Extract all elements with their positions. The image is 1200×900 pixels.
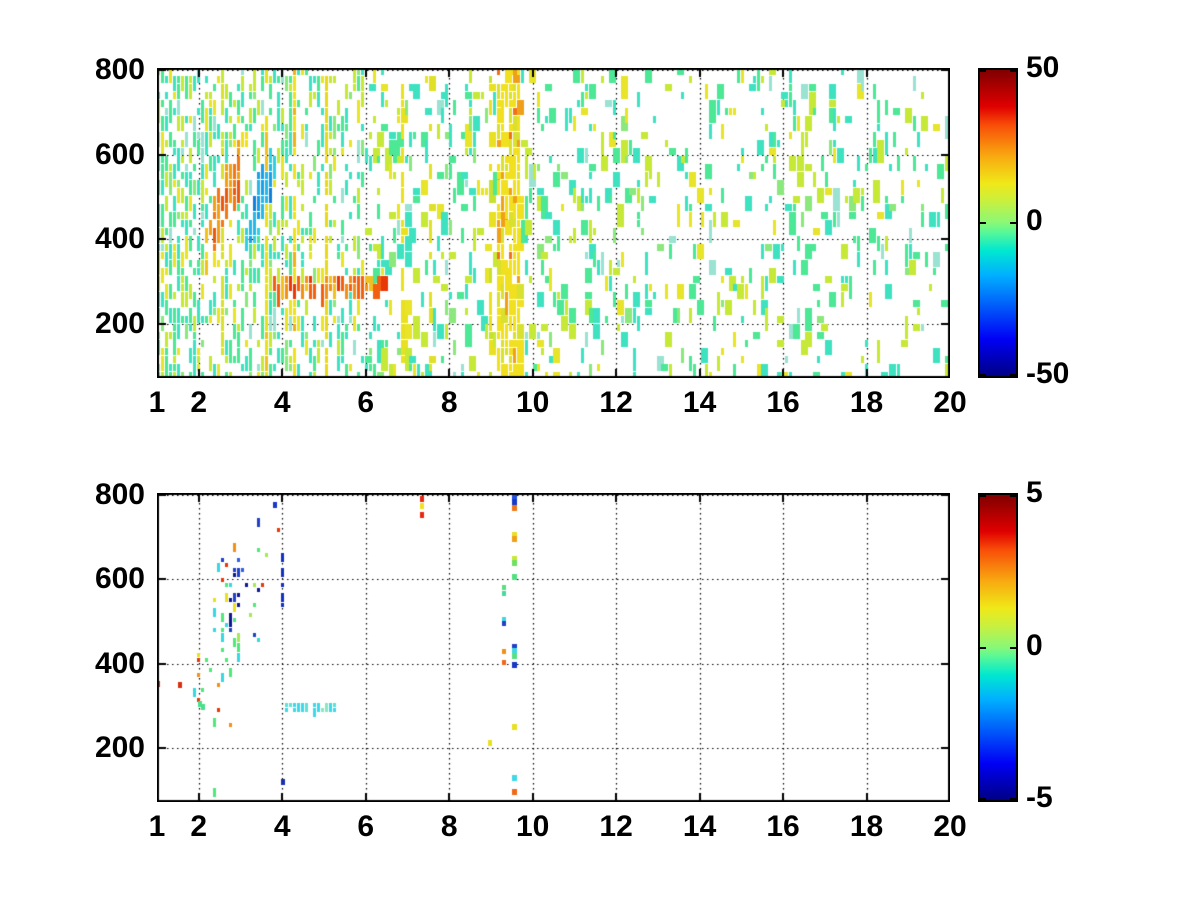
x-tick-label: 12 [599,386,633,419]
x-tick-label: 10 [515,810,550,843]
y-tick-label: 400 [94,222,145,256]
x-tick-label: 20 [933,810,967,843]
colorbar-tick-label: -5 [1026,781,1053,814]
x-tick-label: 2 [190,386,208,419]
colorbar-tick [980,70,986,72]
colorbar-tick-label: -50 [1026,357,1070,390]
colorbar-tick [1010,646,1016,649]
top-heatmap-canvas [157,68,950,378]
x-tick-label: 8 [440,386,458,419]
x-tick-label: 20 [933,386,967,419]
x-tick-label: 14 [682,386,717,419]
x-tick-label: 16 [766,386,800,419]
y-tick-label: 800 [94,53,145,87]
y-tick-label: 200 [94,306,145,340]
colorbar-tick-label: 50 [1026,51,1060,84]
y-tick-label: 200 [94,731,145,765]
y-tick-label: 600 [94,137,145,171]
x-tick-label: 1 [148,386,166,419]
bottom-heatmap-canvas [157,493,950,802]
colorbar-tick [1010,374,1016,376]
colorbar-tick [980,222,986,224]
colorbar-tick [1010,222,1016,224]
x-tick-label: 10 [515,386,550,419]
x-tick-label: 6 [357,810,375,843]
x-tick-label: 6 [357,386,375,419]
x-tick-label: 2 [190,810,208,843]
x-tick-label: 14 [682,810,717,843]
colorbar-tick-label: 0 [1026,628,1043,662]
x-tick-label: 4 [273,386,291,419]
x-tick-label: 4 [273,810,291,843]
top-colorbar [978,68,1018,378]
x-tick-label: 1 [148,810,166,843]
bottom-colorbar [978,493,1018,802]
colorbar-tick [980,374,986,376]
x-tick-label: 12 [599,810,633,843]
y-tick-label: 800 [94,478,145,512]
colorbar-tick [1010,70,1016,72]
x-tick-label: 18 [849,386,884,419]
y-tick-label: 400 [94,646,145,680]
x-tick-label: 18 [849,810,884,843]
x-tick-label: 8 [440,810,458,843]
y-tick-label: 600 [94,562,145,596]
colorbar-tick-label: 5 [1026,476,1043,509]
x-tick-label: 16 [766,810,800,843]
colorbar-tick [1010,798,1016,800]
colorbar-tick [980,798,986,800]
colorbar-tick [980,495,986,497]
colorbar-tick-label: 0 [1026,204,1043,237]
colorbar-tick [980,646,986,649]
colorbar-tick [1010,495,1016,497]
